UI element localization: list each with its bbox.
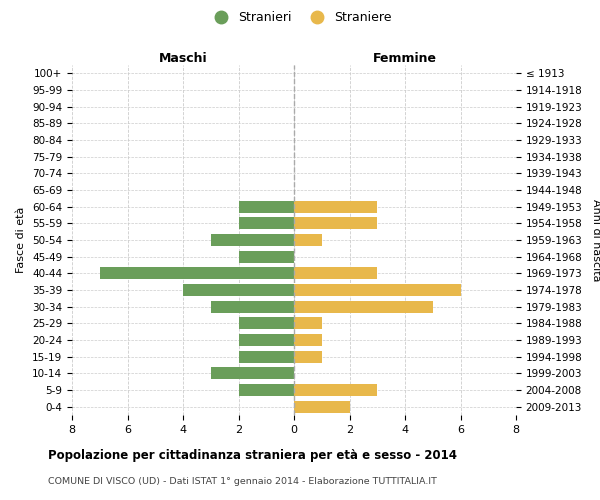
Bar [294, 318, 322, 330]
Bar [239, 218, 294, 230]
Bar [183, 284, 294, 296]
Bar [294, 300, 433, 312]
Bar [294, 384, 377, 396]
Text: Popolazione per cittadinanza straniera per età e sesso - 2014: Popolazione per cittadinanza straniera p… [48, 450, 457, 462]
Bar [100, 268, 294, 280]
Bar [294, 234, 322, 246]
Bar [239, 334, 294, 346]
Bar [294, 334, 322, 346]
Bar [294, 284, 461, 296]
Bar [211, 234, 294, 246]
Bar [239, 384, 294, 396]
Y-axis label: Anni di nascita: Anni di nascita [591, 198, 600, 281]
Y-axis label: Fasce di età: Fasce di età [16, 207, 26, 273]
Bar [294, 400, 349, 412]
Bar [294, 218, 377, 230]
Bar [211, 368, 294, 380]
Bar [239, 318, 294, 330]
Bar [294, 200, 377, 212]
Text: Femmine: Femmine [373, 52, 437, 65]
Bar [239, 200, 294, 212]
Bar [294, 268, 377, 280]
Text: Maschi: Maschi [158, 52, 208, 65]
Legend: Stranieri, Straniere: Stranieri, Straniere [203, 6, 397, 29]
Bar [239, 250, 294, 262]
Bar [211, 300, 294, 312]
Bar [239, 350, 294, 362]
Text: COMUNE DI VISCO (UD) - Dati ISTAT 1° gennaio 2014 - Elaborazione TUTTITALIA.IT: COMUNE DI VISCO (UD) - Dati ISTAT 1° gen… [48, 477, 437, 486]
Bar [294, 350, 322, 362]
